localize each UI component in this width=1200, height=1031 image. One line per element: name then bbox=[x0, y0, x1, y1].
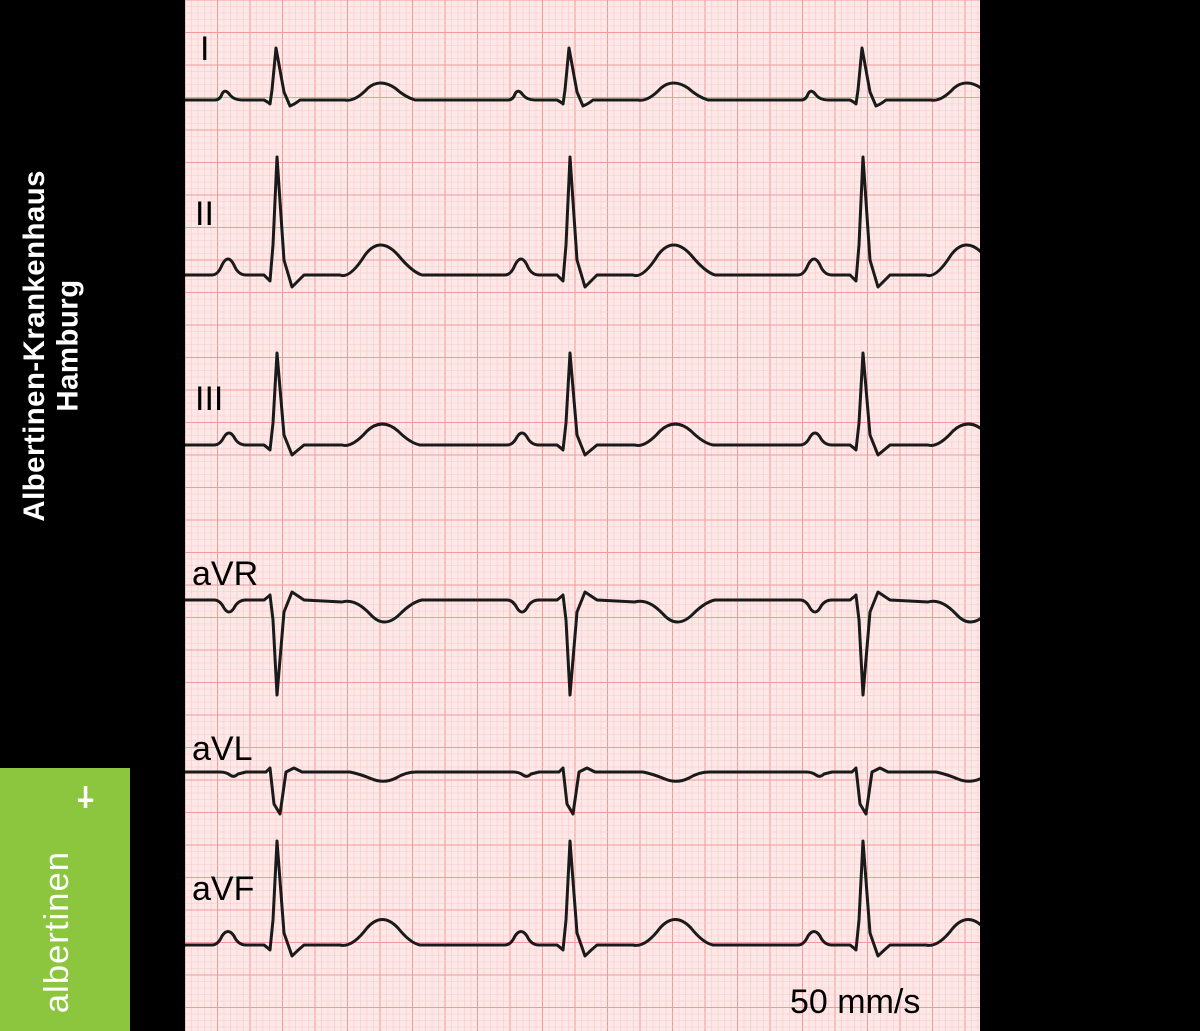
institution-label: Albertinen-Krankenhaus Hamburg bbox=[18, 170, 85, 522]
ecg-svg bbox=[185, 0, 980, 1031]
ecg-paper bbox=[185, 0, 980, 1031]
lead-label-aVR: aVR bbox=[192, 555, 258, 594]
lead-label-aVL: aVL bbox=[192, 730, 253, 769]
paper-speed-label: 50 mm/s bbox=[790, 983, 920, 1022]
lead-label-II: II bbox=[195, 195, 214, 234]
institution-line1: Albertinen-Krankenhaus bbox=[18, 170, 51, 522]
lead-label-I: I bbox=[200, 30, 209, 69]
lead-label-aVF: aVF bbox=[192, 870, 254, 909]
institution-line2: Hamburg bbox=[52, 280, 85, 412]
logo-box: albertinen ✝ bbox=[0, 768, 130, 1031]
logo-text: albertinen bbox=[38, 851, 77, 1013]
stage: Albertinen-Krankenhaus Hamburg albertine… bbox=[0, 0, 1200, 1031]
logo-cross-icon: ✝ bbox=[68, 778, 103, 813]
lead-label-III: III bbox=[195, 380, 223, 419]
